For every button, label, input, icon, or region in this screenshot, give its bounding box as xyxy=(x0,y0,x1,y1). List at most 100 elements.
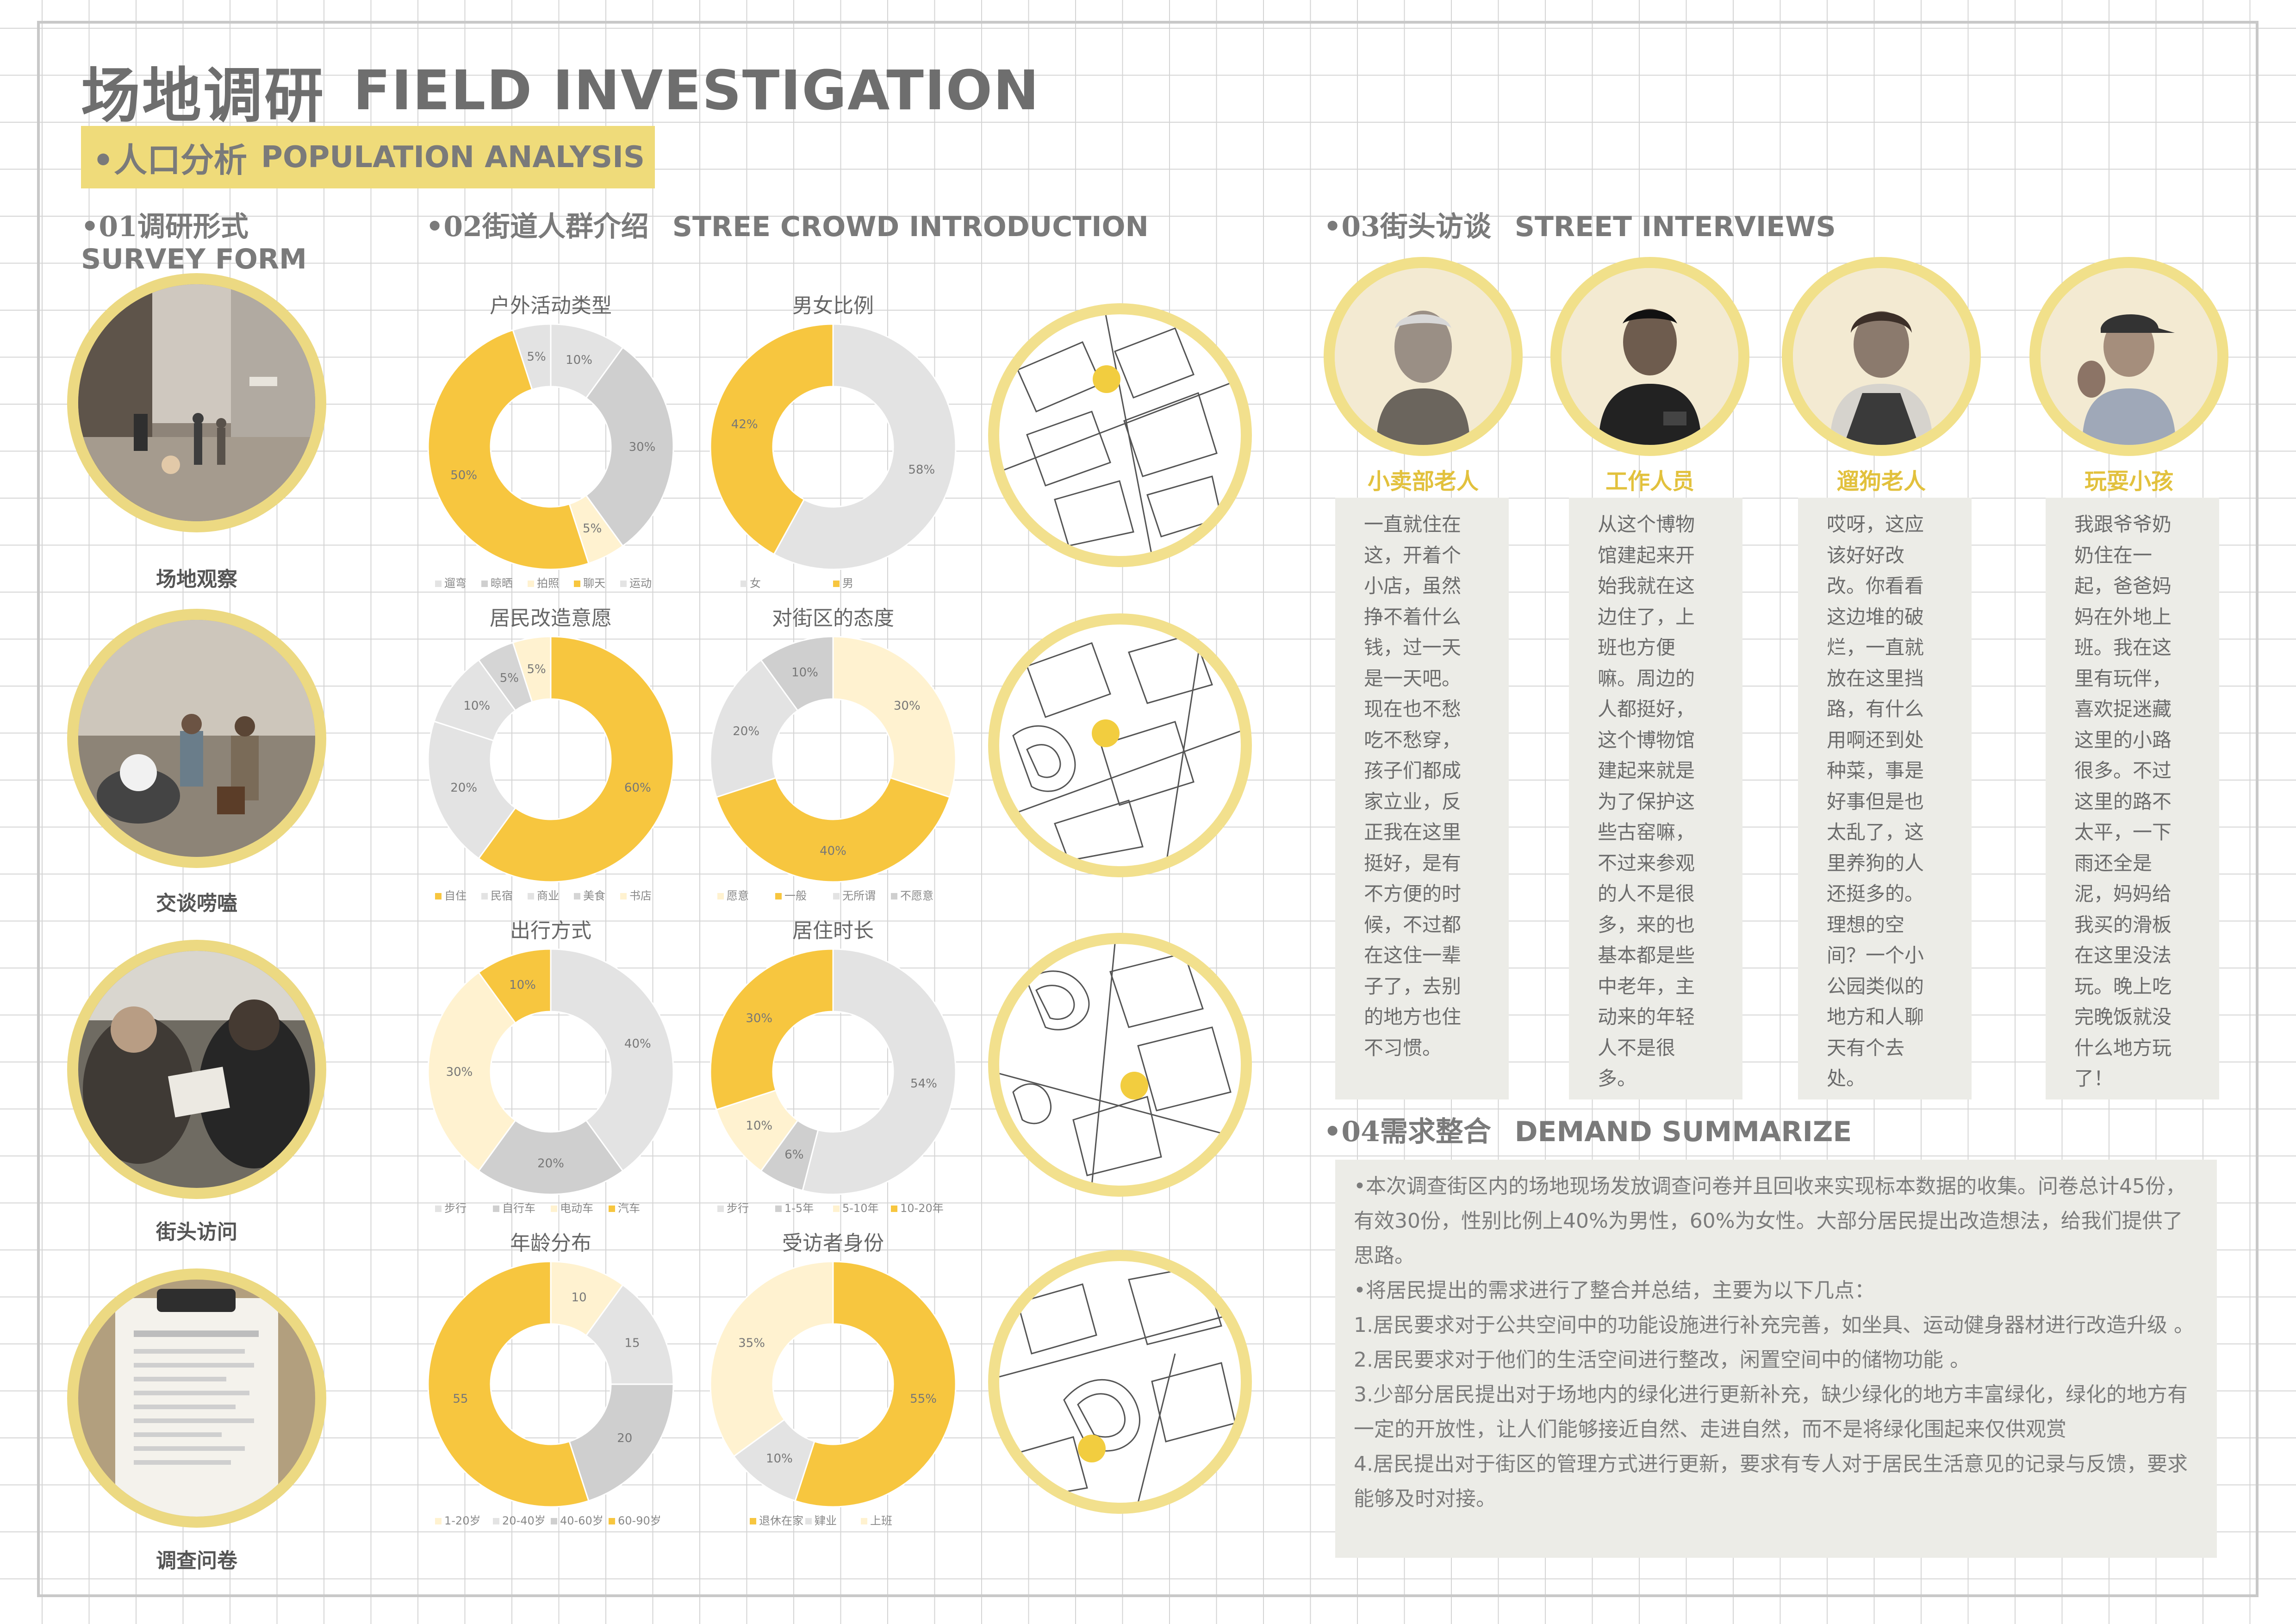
site-map-4 xyxy=(999,1261,1241,1503)
staff-photo xyxy=(1562,268,1738,445)
donut-slice xyxy=(568,1383,674,1502)
donut-slice xyxy=(832,636,957,798)
old-woman-photo xyxy=(1793,268,1970,445)
legend-swatch xyxy=(493,1206,499,1212)
legend-label: 自住 xyxy=(444,889,467,902)
section-04-cn: •04需求整合 xyxy=(1324,1116,1491,1148)
donut-slice xyxy=(478,1119,624,1195)
legend-swatch xyxy=(775,893,782,899)
portrait-shopkeeper xyxy=(1324,257,1523,456)
donut-chart-svg: 对街区的态度 30% 40% 20% 10% 愿意 一般 无所谓 不愿意 xyxy=(709,606,957,902)
map-circle-1 xyxy=(988,303,1252,567)
photo-street-visit xyxy=(67,940,326,1199)
site-map-3 xyxy=(999,944,1241,1186)
slice-data-label: 6% xyxy=(784,1148,803,1162)
slice-data-label: 10% xyxy=(766,1452,793,1466)
legend-swatch xyxy=(574,581,580,587)
portrait-staff xyxy=(1550,257,1749,456)
legend-swatch xyxy=(481,893,488,899)
legend-label: 愿意 xyxy=(727,889,749,902)
slice-data-label: 20 xyxy=(617,1431,632,1445)
legend-label: 无所谓 xyxy=(842,889,876,902)
legend-swatch xyxy=(435,1518,442,1524)
page-frame xyxy=(37,21,2259,1597)
chart-age-distribution: 年龄分布 10 15 20 55 1-20岁 20-40岁 40-60岁 60-90岁 xyxy=(412,1224,690,1539)
legend-label: 自行车 xyxy=(502,1202,535,1215)
interviewee-name-4: 玩耍小孩 xyxy=(2084,468,2173,494)
donut-slice xyxy=(512,323,552,391)
donut-slice xyxy=(550,948,674,1172)
section-01-en: SURVEY FORM xyxy=(81,243,307,275)
slice-data-label: 42% xyxy=(731,418,758,431)
legend-label: 电动车 xyxy=(560,1202,593,1215)
legend-swatch xyxy=(833,893,840,899)
legend-label: 20-40岁 xyxy=(502,1514,546,1527)
slice-data-label: 54% xyxy=(910,1077,937,1091)
quote-text-4: 我跟爷爷奶奶住在一起，爸爸妈妈在外地上班。我在这里有玩伴，喜欢捉迷藏这里的小路很… xyxy=(2074,513,2172,1090)
title-cn: 场地调研 xyxy=(81,61,326,131)
donut-slice xyxy=(427,329,590,570)
legend-swatch xyxy=(609,1518,615,1524)
slice-data-label: 10% xyxy=(509,978,536,992)
legend-label: 1-5年 xyxy=(784,1202,814,1215)
caption-chatting: 交谈唠嗑 xyxy=(156,892,237,915)
donut-chart-svg: 男女比例 58% 42% 女 男 xyxy=(709,294,957,590)
legend-swatch xyxy=(481,581,488,587)
legend-label: 晾晒 xyxy=(491,577,513,590)
slice-data-label: 10% xyxy=(791,666,818,680)
street-visit-photo xyxy=(78,951,315,1188)
donut-slice xyxy=(478,948,552,1024)
legend-label: 男 xyxy=(842,577,853,590)
chart-title: 对街区的态度 xyxy=(772,606,894,630)
caption-street-visit: 街头访问 xyxy=(156,1220,237,1244)
legend-swatch xyxy=(620,581,627,587)
quote-card-3: 哎呀，这应该好好改改。你看看这边堆的破烂，一直就放在这里挡路，有什么用啊还到处种… xyxy=(1798,498,1972,1099)
donut-slice xyxy=(716,777,951,883)
interviewee-name-2: 工作人员 xyxy=(1605,468,1694,494)
old-man-photo xyxy=(1335,268,1512,445)
donut-chart-svg: 出行方式 40% 20% 30% 10% 步行 自行车 电动车 汽车 xyxy=(427,919,674,1215)
slice-data-label: 30% xyxy=(894,699,921,713)
legend-swatch xyxy=(833,1206,840,1212)
legend-swatch xyxy=(551,1206,557,1212)
legend-swatch xyxy=(435,893,442,899)
donut-slice xyxy=(709,948,834,1111)
legend-label: 运动 xyxy=(629,577,652,590)
slice-data-label: 5% xyxy=(527,662,546,676)
slice-data-label: 55% xyxy=(910,1392,937,1406)
quote-text-2: 从这个博物馆建起来开始我就在这边住了，上班也方便嘛。周边的人都挺好，这个博物馆建… xyxy=(1598,513,1695,1090)
slice-data-label: 5% xyxy=(500,671,519,685)
slice-data-label: 5% xyxy=(583,522,602,536)
slice-data-label: 10% xyxy=(746,1119,772,1133)
portrait-child xyxy=(2029,257,2228,456)
slice-data-label: 58% xyxy=(908,463,935,477)
slice-data-label: 55 xyxy=(453,1392,468,1406)
legend-swatch xyxy=(750,1518,756,1524)
section-04-en: DEMAND SUMMARIZE xyxy=(1514,1116,1852,1148)
legend-swatch xyxy=(435,581,442,587)
page-title: 场地调研 FIELD INVESTIGATION xyxy=(81,46,1040,134)
donut-slice xyxy=(794,1261,957,1508)
photo-questionnaire xyxy=(67,1268,326,1528)
legend-label: 10-20年 xyxy=(900,1202,944,1215)
interviewee-name-1: 小卖部老人 xyxy=(1367,468,1479,494)
chart-attitude: 对街区的态度 30% 40% 20% 10% 愿意 一般 无所谓 不愿意 xyxy=(694,600,972,914)
quote-card-2: 从这个博物馆建起来开始我就在这边住了，上班也方便嘛。周边的人都挺好，这个博物馆建… xyxy=(1569,498,1742,1099)
donut-slice xyxy=(427,720,516,860)
banner-en: POPULATION ANALYSIS xyxy=(261,140,645,175)
map-circle-3 xyxy=(988,933,1252,1197)
chart-title: 户外活动类型 xyxy=(490,294,612,318)
chart-title: 受访者身份 xyxy=(782,1231,884,1255)
donut-slice xyxy=(709,1261,834,1457)
legend-swatch xyxy=(891,893,897,899)
slice-data-label: 40% xyxy=(820,844,846,858)
demand-line-6: 4.居民提出对于街区的管理方式进行更新，要求有专人对于居民生活意见的记录与反馈，… xyxy=(1354,1452,2188,1511)
donut-slice xyxy=(709,323,834,556)
legend-swatch xyxy=(891,1206,897,1212)
chatting-photo xyxy=(78,620,315,857)
donut-slice xyxy=(478,636,674,883)
quote-text-1: 一直就住在这，开着个小店，虽然挣不着什么钱，过一天是一天吧。现在也不愁吃不愁穿，… xyxy=(1364,513,1462,1059)
donut-chart-svg: 年龄分布 10 15 20 55 1-20岁 20-40岁 40-60岁 60-90岁 xyxy=(427,1231,674,1527)
legend-swatch xyxy=(805,1518,812,1524)
slice-data-label: 10 xyxy=(571,1291,586,1305)
